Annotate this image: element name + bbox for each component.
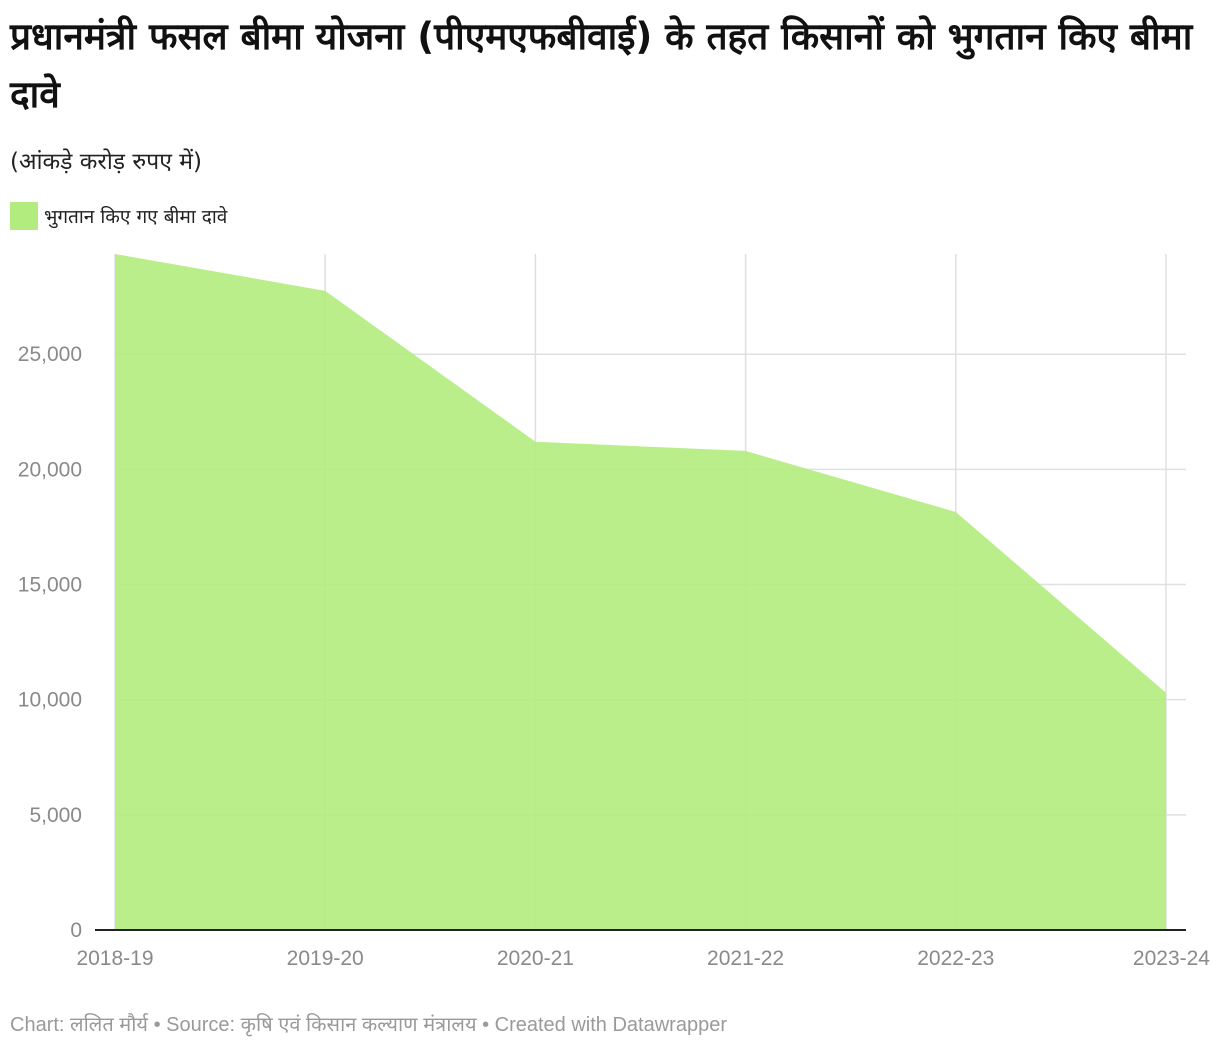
x-tick-label: 2021-22	[707, 947, 784, 970]
x-tick-label: 2019-20	[287, 947, 364, 970]
area-chart: 0 5,000 10,000 15,000 20,000 25,000 2018-19 201…	[18, 254, 1211, 970]
y-tick-label: 25,000	[18, 343, 82, 366]
y-tick-label: 20,000	[18, 458, 82, 481]
area-layer	[115, 254, 1166, 930]
y-tick-label: 10,000	[18, 689, 82, 712]
x-tick-label: 2018-19	[76, 947, 153, 970]
y-tick-label: 0	[70, 919, 82, 942]
legend-label: भुगतान किए गए बीमा दावे	[44, 206, 228, 228]
axis-layer: 0 5,000 10,000 15,000 20,000 25,000 2018-19 201…	[18, 343, 1211, 970]
legend-swatch	[10, 202, 38, 230]
y-tick-label: 5,000	[29, 804, 82, 827]
chart-footer: Chart: ललित मौर्य • Source: कृषि एवं किस…	[10, 1014, 727, 1036]
chart-subtitle: (आंकड़े करोड़ रुपए में)	[10, 149, 202, 175]
legend: भुगतान किए गए बीमा दावे	[10, 202, 227, 230]
x-tick-label: 2023-24	[1133, 947, 1210, 970]
y-tick-label: 15,000	[18, 574, 82, 597]
x-tick-label: 2022-23	[917, 947, 994, 970]
chart-title: प्रधानमंत्री फसल बीमा योजना (पीएमएफबीवाई…	[10, 15, 1193, 116]
x-tick-label: 2020-21	[497, 947, 574, 970]
area-series	[115, 254, 1166, 930]
